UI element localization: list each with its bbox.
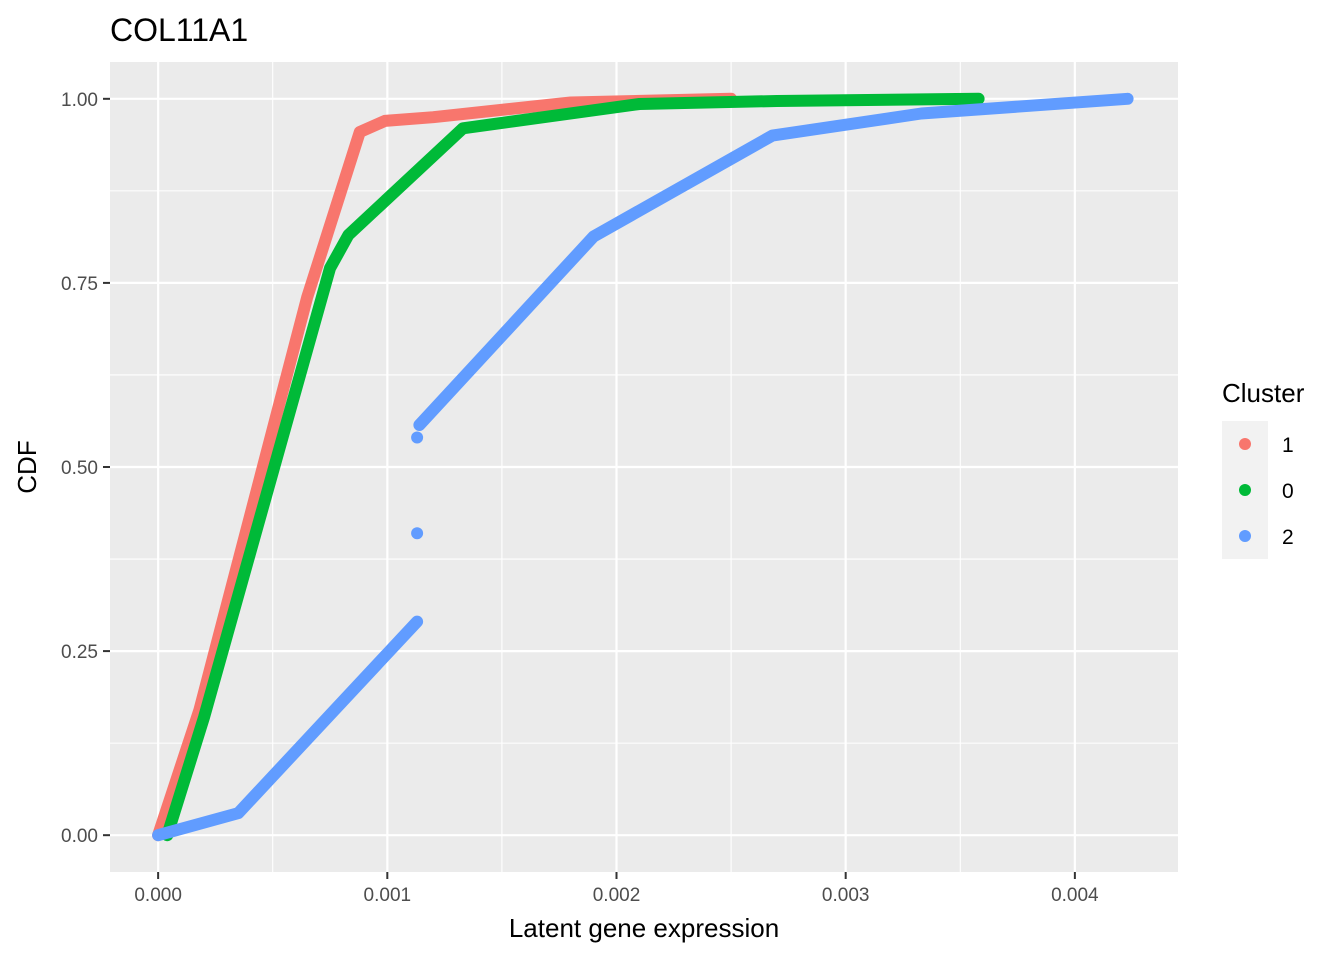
y-tick-label: 0.25 xyxy=(61,642,98,663)
legend-title: Cluster xyxy=(1222,378,1305,408)
y-tick-label: 0.75 xyxy=(61,274,98,295)
legend-label-cluster-1: 1 xyxy=(1282,434,1294,457)
y-axis: 0.00 0.25 0.50 0.75 1.00 xyxy=(61,90,110,847)
series-layer xyxy=(152,92,1134,842)
legend-label-cluster-2: 2 xyxy=(1282,526,1294,549)
x-tick-label: 0.001 xyxy=(364,885,412,906)
series-line-cluster-2 xyxy=(152,615,424,842)
legend-label-cluster-0: 0 xyxy=(1282,480,1294,503)
series-line-cluster-2 xyxy=(413,92,1134,431)
series-line-cluster-1 xyxy=(152,92,738,842)
series-line-cluster-0 xyxy=(161,92,985,842)
legend-key-cluster-0 xyxy=(1239,484,1251,496)
x-tick-label: 0.000 xyxy=(134,885,182,906)
x-tick-label: 0.003 xyxy=(822,885,870,906)
x-axis-title: Latent gene expression xyxy=(509,913,779,943)
data-point-cluster-2 xyxy=(411,431,424,444)
major-gridlines xyxy=(110,62,1178,872)
data-point-cluster-2 xyxy=(411,527,424,540)
y-tick-label: 0.50 xyxy=(61,458,98,479)
x-axis: 0.000 0.001 0.002 0.003 0.004 xyxy=(134,872,1099,906)
y-tick-label: 0.00 xyxy=(61,826,98,847)
legend: Cluster 1 0 2 xyxy=(1222,378,1305,559)
legend-key-cluster-2 xyxy=(1239,530,1251,542)
y-axis-title: CDF xyxy=(12,440,42,493)
legend-key-cluster-1 xyxy=(1239,438,1251,450)
x-tick-label: 0.004 xyxy=(1051,885,1099,906)
x-tick-label: 0.002 xyxy=(593,885,641,906)
y-tick-label: 1.00 xyxy=(61,90,98,111)
chart-title: COL11A1 xyxy=(110,12,248,48)
